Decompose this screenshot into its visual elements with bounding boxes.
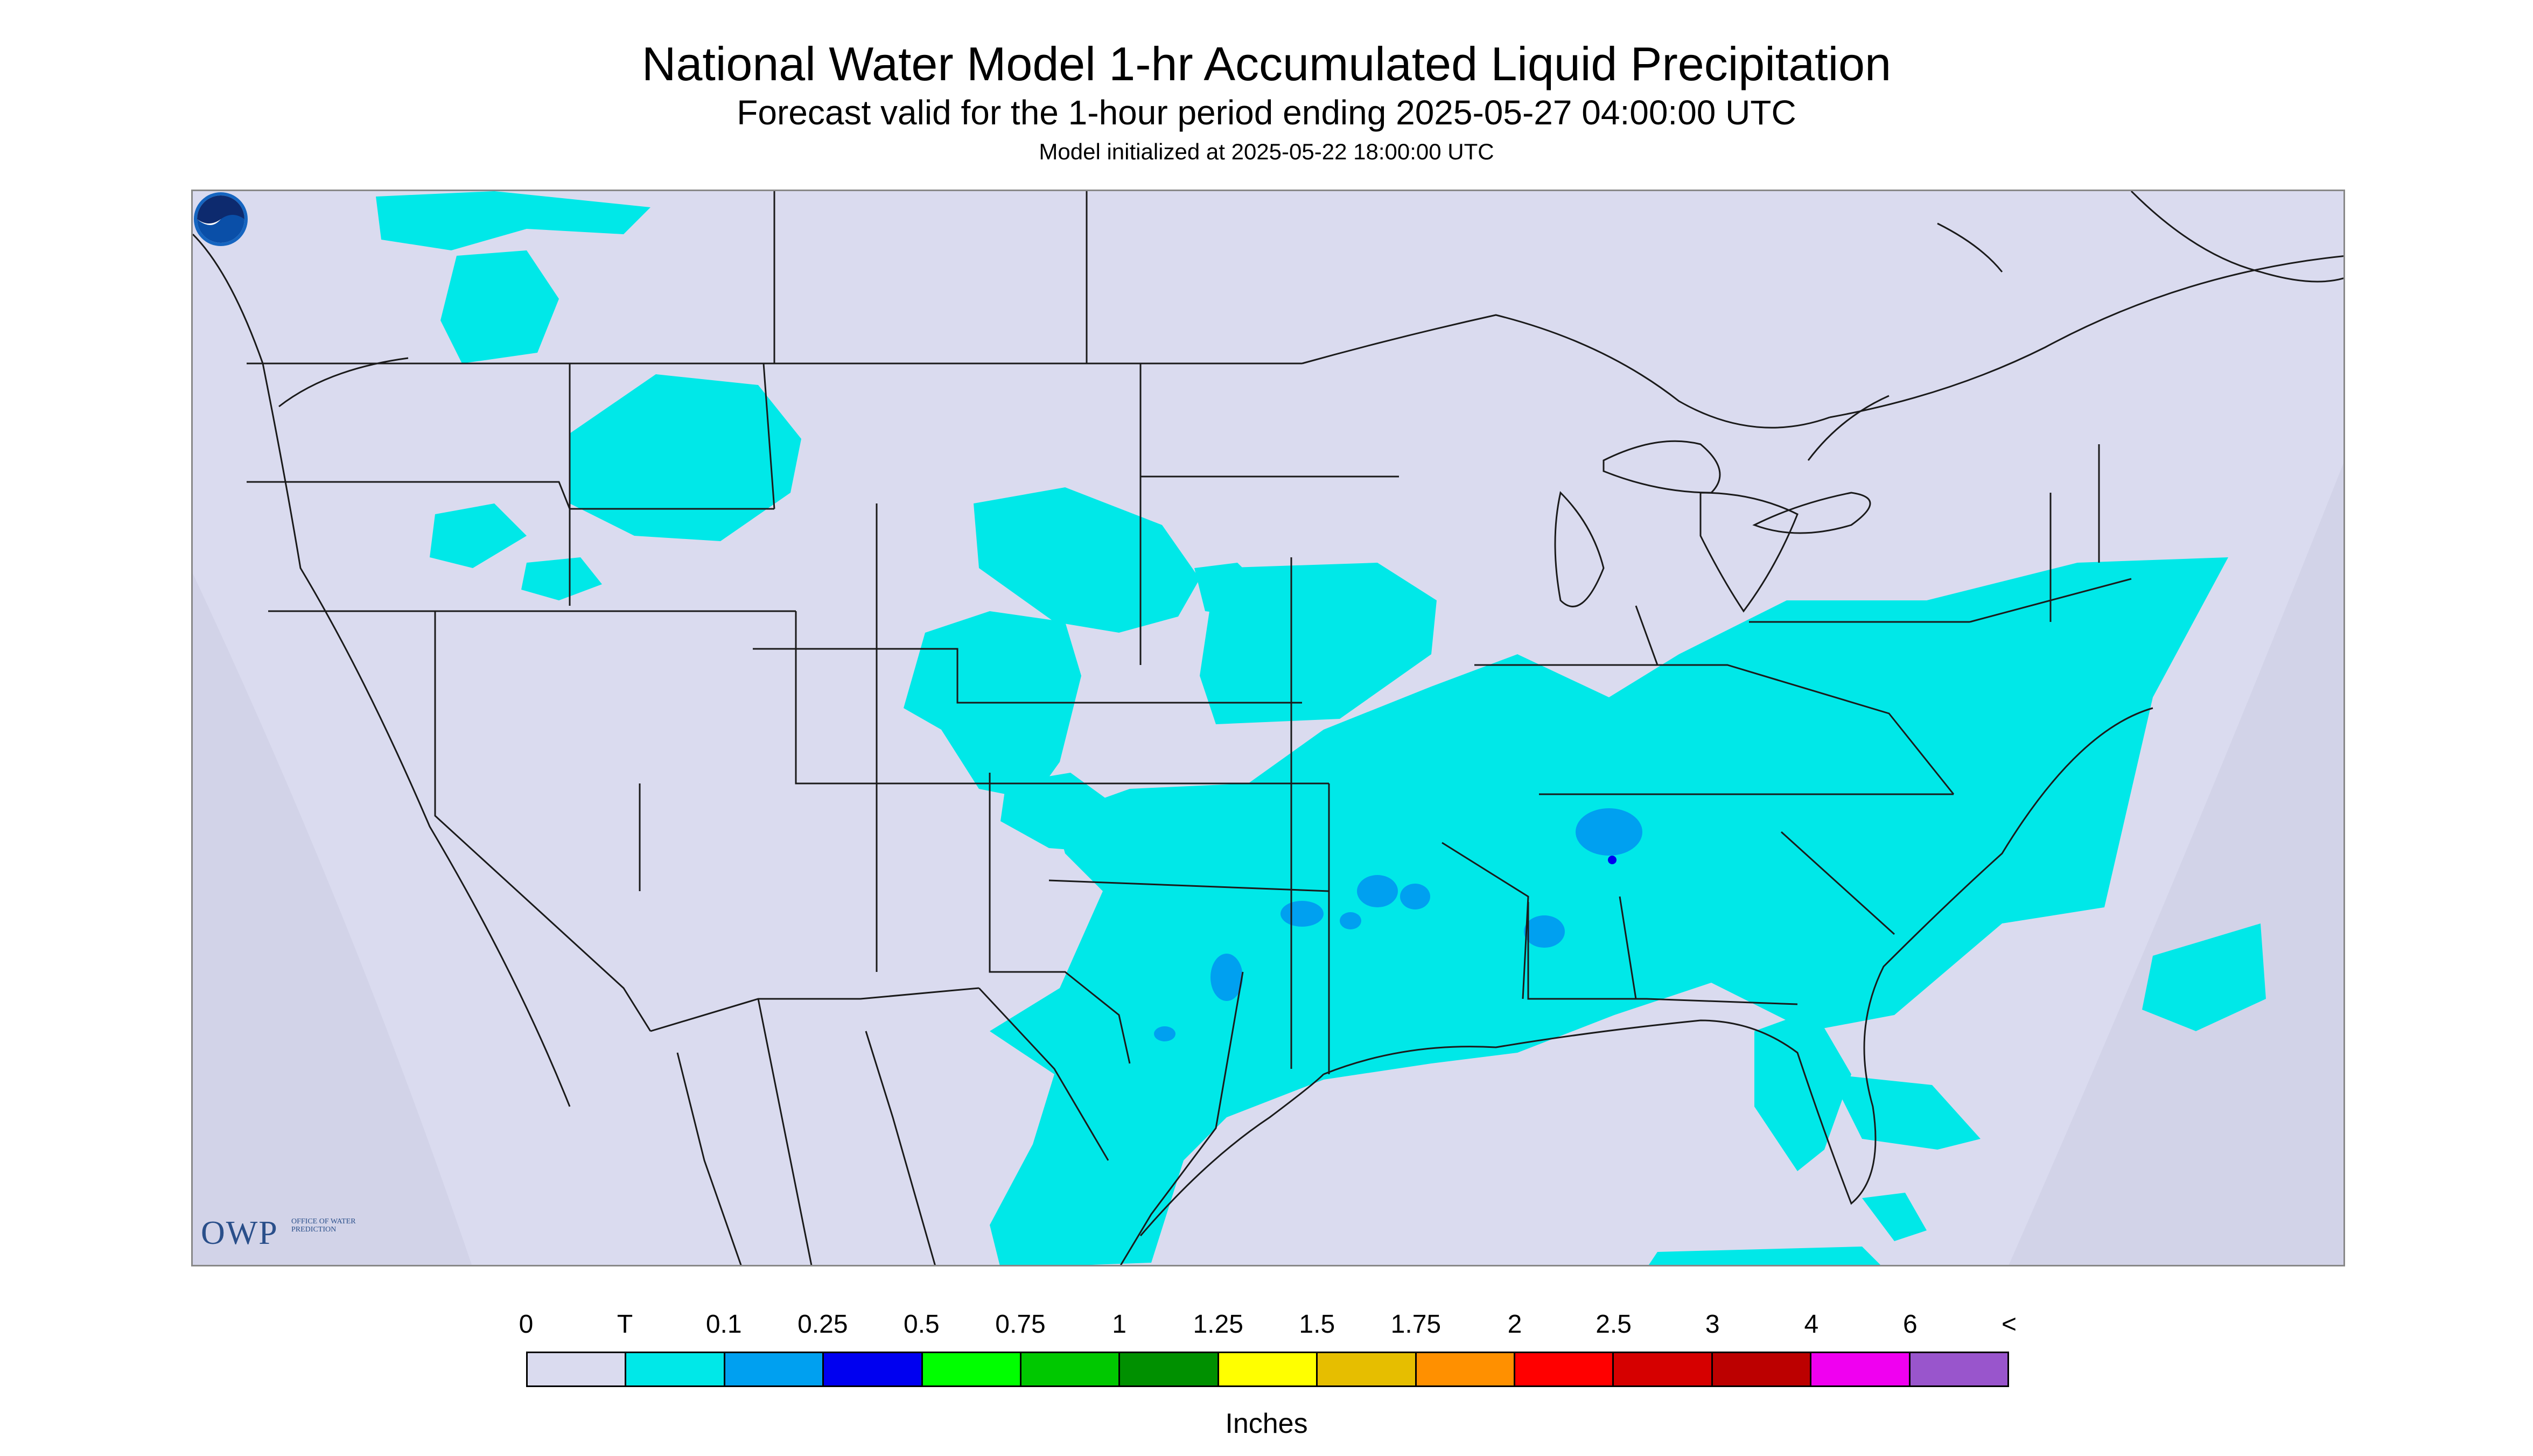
legend-tick-label: 0.1 [705, 1310, 742, 1339]
legend-tick-label: 2 [1507, 1310, 1522, 1339]
legend-swatch [1318, 1353, 1417, 1385]
precip-moderate-areas [1608, 856, 1617, 864]
legend-swatch [824, 1353, 923, 1385]
legend-swatch [725, 1353, 824, 1385]
legend-swatch [1120, 1353, 1219, 1385]
legend-tick-label: 2.5 [1596, 1310, 1632, 1339]
precip-light-areas [1154, 808, 1642, 1041]
legend-swatch [1021, 1353, 1121, 1385]
legend-tick-label: < [2001, 1310, 2017, 1339]
legend-swatch [1515, 1353, 1614, 1385]
legend-tick-label: 0.5 [904, 1310, 940, 1339]
legend-swatch [922, 1353, 1022, 1385]
legend-tick-label: 0.25 [797, 1310, 848, 1339]
map-subtitle: Forecast valid for the 1-hour period end… [737, 93, 1796, 132]
legend-swatch [1219, 1353, 1318, 1385]
precipitation-map: OWP OFFICE OF WATER PREDICTION [191, 190, 2345, 1266]
legend-tick-label: 6 [1903, 1310, 1918, 1339]
legend-tick-labels: 0 T 0.1 0.25 0.5 0.75 1 1.25 1.5 1.75 2 2.5 3 4 6 < [519, 1310, 2017, 1347]
precip-trace-areas [376, 191, 2266, 1265]
model-init-text: Model initialized at 2025-05-22 18:00:00… [1039, 139, 1494, 164]
legend-tick-label: 1.75 [1390, 1310, 1442, 1339]
legend-swatches [526, 1352, 2009, 1387]
owp-logo-subtext: OFFICE OF WATER PREDICTION [291, 1217, 356, 1234]
boundary-lines [247, 191, 2343, 1265]
legend-swatch [528, 1353, 627, 1385]
owp-logo-text: OWP [201, 1215, 278, 1251]
legend-units: Inches [1225, 1408, 1308, 1439]
projection-edge-right [2009, 463, 2343, 1265]
map-canvas [193, 191, 2343, 1265]
owp-logo: OWP OFFICE OF WATER PREDICTION [201, 1212, 373, 1261]
legend-swatch [1811, 1353, 1911, 1385]
legend-swatch [626, 1353, 725, 1385]
projection-edge-left [193, 573, 472, 1265]
coastlines [193, 191, 2343, 1236]
legend-tick-label: 0.75 [995, 1310, 1046, 1339]
legend-tick-label: 3 [1705, 1310, 1720, 1339]
legend-swatch [1712, 1353, 1812, 1385]
legend-tick-label: 1 [1112, 1310, 1126, 1339]
legend-tick-label: T [617, 1310, 633, 1339]
legend-swatch [1910, 1353, 2008, 1385]
legend-swatch [1614, 1353, 1713, 1385]
legend-swatch [1416, 1353, 1516, 1385]
noaa-logo [194, 192, 248, 246]
legend-tick-label: 1.25 [1193, 1310, 1243, 1339]
legend-tick-label: 0 [519, 1310, 534, 1339]
legend-tick-label: 4 [1804, 1310, 1819, 1339]
map-title: National Water Model 1-hr Accumulated Li… [641, 37, 1892, 90]
legend-tick-label: 1.5 [1299, 1310, 1335, 1339]
